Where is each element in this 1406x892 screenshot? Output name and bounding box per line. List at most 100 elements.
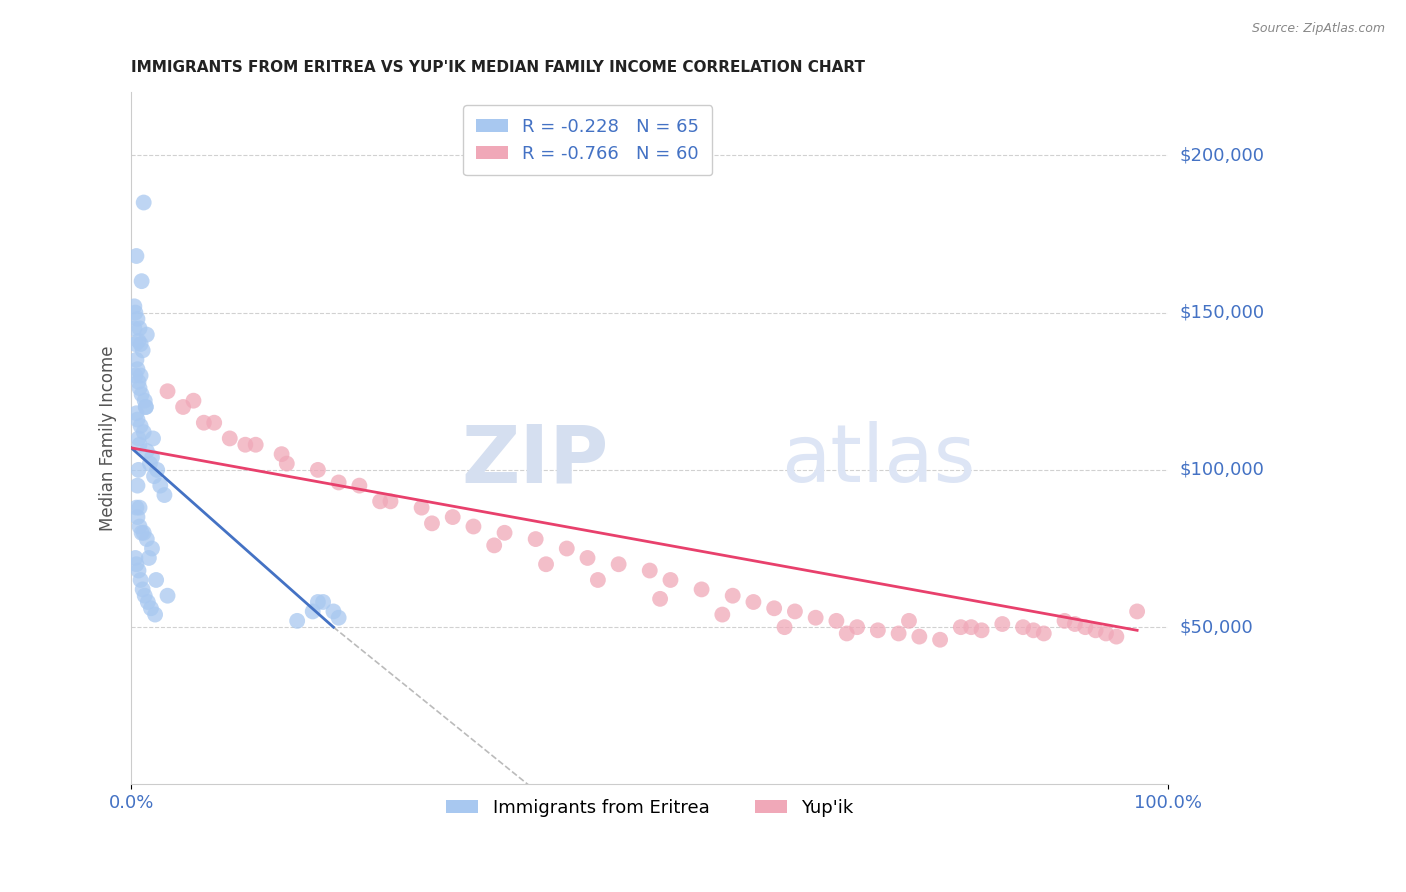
Point xyxy=(1105,630,1128,644)
Point xyxy=(125,406,148,420)
Point xyxy=(307,595,329,609)
Point xyxy=(125,249,148,263)
Point xyxy=(322,604,344,618)
Point xyxy=(245,438,267,452)
Point xyxy=(607,558,630,572)
Point xyxy=(202,416,225,430)
Point xyxy=(128,375,150,389)
Point xyxy=(143,607,166,622)
Point xyxy=(659,573,682,587)
Point xyxy=(125,500,148,515)
Point xyxy=(328,611,350,625)
Point xyxy=(349,478,371,492)
Point xyxy=(131,274,153,288)
Point xyxy=(145,573,167,587)
Point xyxy=(142,432,165,446)
Point xyxy=(128,519,150,533)
Point xyxy=(129,337,152,351)
Point xyxy=(132,425,155,439)
Point xyxy=(124,321,146,335)
Point xyxy=(866,624,889,638)
Point xyxy=(129,418,152,433)
Point xyxy=(441,510,464,524)
Text: IMMIGRANTS FROM ERITREA VS YUP'IK MEDIAN FAMILY INCOME CORRELATION CHART: IMMIGRANTS FROM ERITREA VS YUP'IK MEDIAN… xyxy=(131,60,865,75)
Point xyxy=(301,604,323,618)
Point xyxy=(420,516,443,531)
Point xyxy=(825,614,848,628)
Point xyxy=(804,611,827,625)
Point xyxy=(134,393,156,408)
Point xyxy=(524,532,547,546)
Legend: Immigrants from Eritrea, Yup'ik: Immigrants from Eritrea, Yup'ik xyxy=(439,791,860,824)
Y-axis label: Median Family Income: Median Family Income xyxy=(100,346,117,531)
Point xyxy=(368,494,391,508)
Point xyxy=(124,305,146,319)
Point xyxy=(908,630,931,644)
Point xyxy=(156,384,179,399)
Point xyxy=(132,195,155,210)
Point xyxy=(276,457,298,471)
Point xyxy=(380,494,402,508)
Point xyxy=(555,541,578,556)
Point xyxy=(146,463,169,477)
Point xyxy=(534,558,557,572)
Point xyxy=(1012,620,1035,634)
Text: $200,000: $200,000 xyxy=(1180,146,1264,164)
Point xyxy=(285,614,308,628)
Point xyxy=(193,416,215,430)
Point xyxy=(127,362,149,376)
Point xyxy=(690,582,713,597)
Point xyxy=(129,573,152,587)
Point xyxy=(143,469,166,483)
Point xyxy=(1032,626,1054,640)
Point xyxy=(132,525,155,540)
Text: $150,000: $150,000 xyxy=(1180,303,1264,322)
Point xyxy=(135,444,157,458)
Point xyxy=(124,368,146,383)
Point xyxy=(131,525,153,540)
Point xyxy=(125,352,148,367)
Point xyxy=(153,488,176,502)
Point xyxy=(1053,614,1076,628)
Point xyxy=(127,510,149,524)
Point xyxy=(482,538,505,552)
Point xyxy=(139,601,162,615)
Point xyxy=(1095,626,1118,640)
Point xyxy=(233,438,256,452)
Point xyxy=(129,368,152,383)
Point xyxy=(156,589,179,603)
Text: $50,000: $50,000 xyxy=(1180,618,1253,636)
Point xyxy=(218,432,240,446)
Point xyxy=(773,620,796,634)
Point xyxy=(576,551,599,566)
Point xyxy=(127,312,149,326)
Point xyxy=(742,595,765,609)
Point xyxy=(125,558,148,572)
Text: $100,000: $100,000 xyxy=(1180,461,1264,479)
Point xyxy=(139,457,162,471)
Point xyxy=(270,447,292,461)
Point xyxy=(183,393,205,408)
Point xyxy=(1084,624,1107,638)
Point xyxy=(1126,604,1149,618)
Point xyxy=(124,551,146,566)
Text: Source: ZipAtlas.com: Source: ZipAtlas.com xyxy=(1251,22,1385,36)
Point xyxy=(131,387,153,401)
Point xyxy=(494,525,516,540)
Point xyxy=(763,601,786,615)
Point xyxy=(307,463,329,477)
Point xyxy=(721,589,744,603)
Point xyxy=(411,500,433,515)
Point xyxy=(898,614,921,628)
Point xyxy=(128,564,150,578)
Point xyxy=(991,617,1014,632)
Point xyxy=(135,400,157,414)
Text: atlas: atlas xyxy=(780,421,974,500)
Point xyxy=(835,626,858,640)
Point xyxy=(128,432,150,446)
Point xyxy=(135,327,157,342)
Point xyxy=(1074,620,1097,634)
Point xyxy=(887,626,910,640)
Point xyxy=(846,620,869,634)
Point xyxy=(128,500,150,515)
